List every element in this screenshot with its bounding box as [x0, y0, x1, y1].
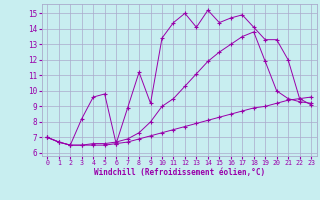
X-axis label: Windchill (Refroidissement éolien,°C): Windchill (Refroidissement éolien,°C): [94, 168, 265, 177]
